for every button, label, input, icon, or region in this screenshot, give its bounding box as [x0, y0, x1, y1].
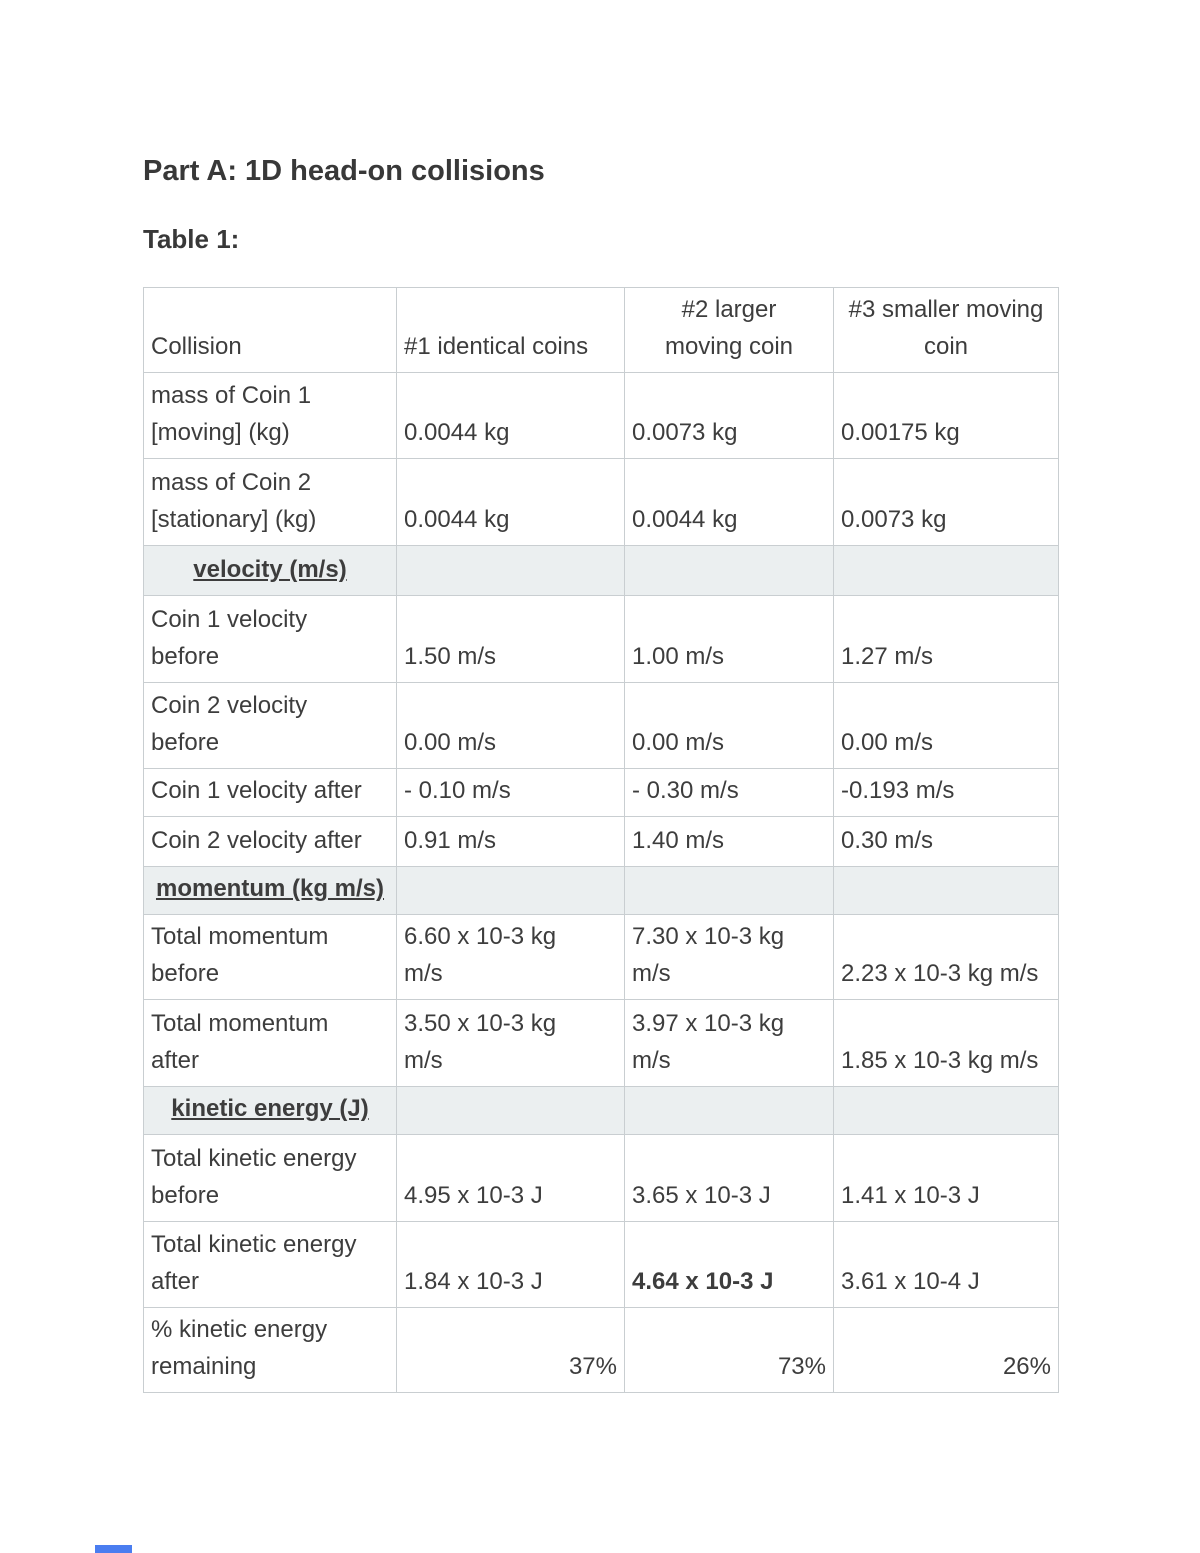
- table-cell: 1.84 x 10-3 J: [396, 1221, 625, 1308]
- section-label: kinetic energy (J): [143, 1086, 397, 1135]
- table-caption: Table 1:: [143, 224, 240, 254]
- row-label: mass of Coin 2 [stationary] (kg): [143, 458, 397, 546]
- row-label: Coin 1 velocity after: [143, 768, 397, 817]
- table-cell: 3.50 x 10-3 kg m/s: [396, 999, 625, 1087]
- section-label: momentum (kg m/s): [143, 866, 397, 915]
- table-cell: 26%: [833, 1307, 1059, 1393]
- row-label: Total momentum before: [143, 914, 397, 1000]
- table-cell: 1.41 x 10-3 J: [833, 1134, 1059, 1222]
- column-header-larger-moving-coin: #2 larger moving coin: [624, 287, 834, 373]
- row-label: Coin 2 velocity before: [143, 682, 397, 769]
- column-header-collision: Collision: [143, 287, 397, 373]
- row-label: mass of Coin 1 [moving] (kg): [143, 372, 397, 459]
- table-cell: 0.0044 kg: [624, 458, 834, 546]
- table-cell: 1.40 m/s: [624, 816, 834, 867]
- table-cell: [396, 1086, 625, 1135]
- table-cell: 0.0044 kg: [396, 458, 625, 546]
- column-header-smaller-moving-coin: #3 smaller moving coin: [833, 287, 1059, 373]
- table-cell: 6.60 x 10-3 kg m/s: [396, 914, 625, 1000]
- table-cell: [833, 545, 1059, 596]
- page-title: Part A: 1D head-on collisions: [143, 155, 545, 187]
- table-cell: 3.65 x 10-3 J: [624, 1134, 834, 1222]
- table-row: Coin 1 velocity before 1.50 m/s 1.00 m/s…: [143, 595, 1059, 683]
- table-cell: - 0.30 m/s: [624, 768, 834, 817]
- table-cell: - 0.10 m/s: [396, 768, 625, 817]
- table-cell: 1.50 m/s: [396, 595, 625, 683]
- row-label: % kinetic energy remaining: [143, 1307, 397, 1393]
- column-header-identical-coins: #1 identical coins: [396, 287, 625, 373]
- table-cell: 2.23 x 10-3 kg m/s: [833, 914, 1059, 1000]
- table-cell: 0.0073 kg: [624, 372, 834, 459]
- table-cell: [833, 866, 1059, 915]
- table-cell: 0.30 m/s: [833, 816, 1059, 867]
- table-cell: 3.61 x 10-4 J: [833, 1221, 1059, 1308]
- table-header-row: Collision #1 identical coins #2 larger m…: [143, 287, 1059, 373]
- table-row: Total kinetic energy before 4.95 x 10-3 …: [143, 1134, 1059, 1222]
- row-label: Total momentum after: [143, 999, 397, 1087]
- table-row: Total kinetic energy after 1.84 x 10-3 J…: [143, 1221, 1059, 1308]
- table-cell: [396, 545, 625, 596]
- table-cell: 1.85 x 10-3 kg m/s: [833, 999, 1059, 1087]
- table-row: Coin 2 velocity after 0.91 m/s 1.40 m/s …: [143, 816, 1059, 867]
- table-cell-bold-value: 4.64 x 10-3 J: [624, 1221, 834, 1308]
- table-cell: 0.91 m/s: [396, 816, 625, 867]
- row-label: Total kinetic energy before: [143, 1134, 397, 1222]
- table-row: % kinetic energy remaining 37% 73% 26%: [143, 1307, 1059, 1393]
- table-cell: [833, 1086, 1059, 1135]
- table-cell: 0.00 m/s: [624, 682, 834, 769]
- table-cell: [624, 545, 834, 596]
- table-cell: -0.193 m/s: [833, 768, 1059, 817]
- table-cell: 0.0073 kg: [833, 458, 1059, 546]
- table-cell: 37%: [396, 1307, 625, 1393]
- table-cell: 73%: [624, 1307, 834, 1393]
- table-cell: 1.00 m/s: [624, 595, 834, 683]
- table-cell: [624, 866, 834, 915]
- table-cell: 1.27 m/s: [833, 595, 1059, 683]
- row-label: Total kinetic energy after: [143, 1221, 397, 1308]
- table-row: mass of Coin 1 [moving] (kg) 0.0044 kg 0…: [143, 372, 1059, 459]
- table-cell: 0.00175 kg: [833, 372, 1059, 459]
- table-cell: [624, 1086, 834, 1135]
- table-row: Coin 2 velocity before 0.00 m/s 0.00 m/s…: [143, 682, 1059, 769]
- table-row: Coin 1 velocity after - 0.10 m/s - 0.30 …: [143, 768, 1059, 817]
- section-row-momentum: momentum (kg m/s): [143, 866, 1059, 915]
- table-cell: [396, 866, 625, 915]
- row-label: Coin 2 velocity after: [143, 816, 397, 867]
- table-cell: 4.95 x 10-3 J: [396, 1134, 625, 1222]
- table-row: Total momentum before 6.60 x 10-3 kg m/s…: [143, 914, 1059, 1000]
- section-row-kinetic-energy: kinetic energy (J): [143, 1086, 1059, 1135]
- section-label: velocity (m/s): [143, 545, 397, 596]
- row-label: Coin 1 velocity before: [143, 595, 397, 683]
- table-cell: 3.97 x 10-3 kg m/s: [624, 999, 834, 1087]
- bottom-page-blue-mark: [95, 1545, 132, 1553]
- table-row: Total momentum after 3.50 x 10-3 kg m/s …: [143, 999, 1059, 1087]
- collision-data-table: Collision #1 identical coins #2 larger m…: [143, 287, 1059, 1393]
- table-cell: 0.0044 kg: [396, 372, 625, 459]
- table-cell: 7.30 x 10-3 kg m/s: [624, 914, 834, 1000]
- table-row: mass of Coin 2 [stationary] (kg) 0.0044 …: [143, 458, 1059, 546]
- table-cell: 0.00 m/s: [833, 682, 1059, 769]
- section-row-velocity: velocity (m/s): [143, 545, 1059, 596]
- table-cell: 0.00 m/s: [396, 682, 625, 769]
